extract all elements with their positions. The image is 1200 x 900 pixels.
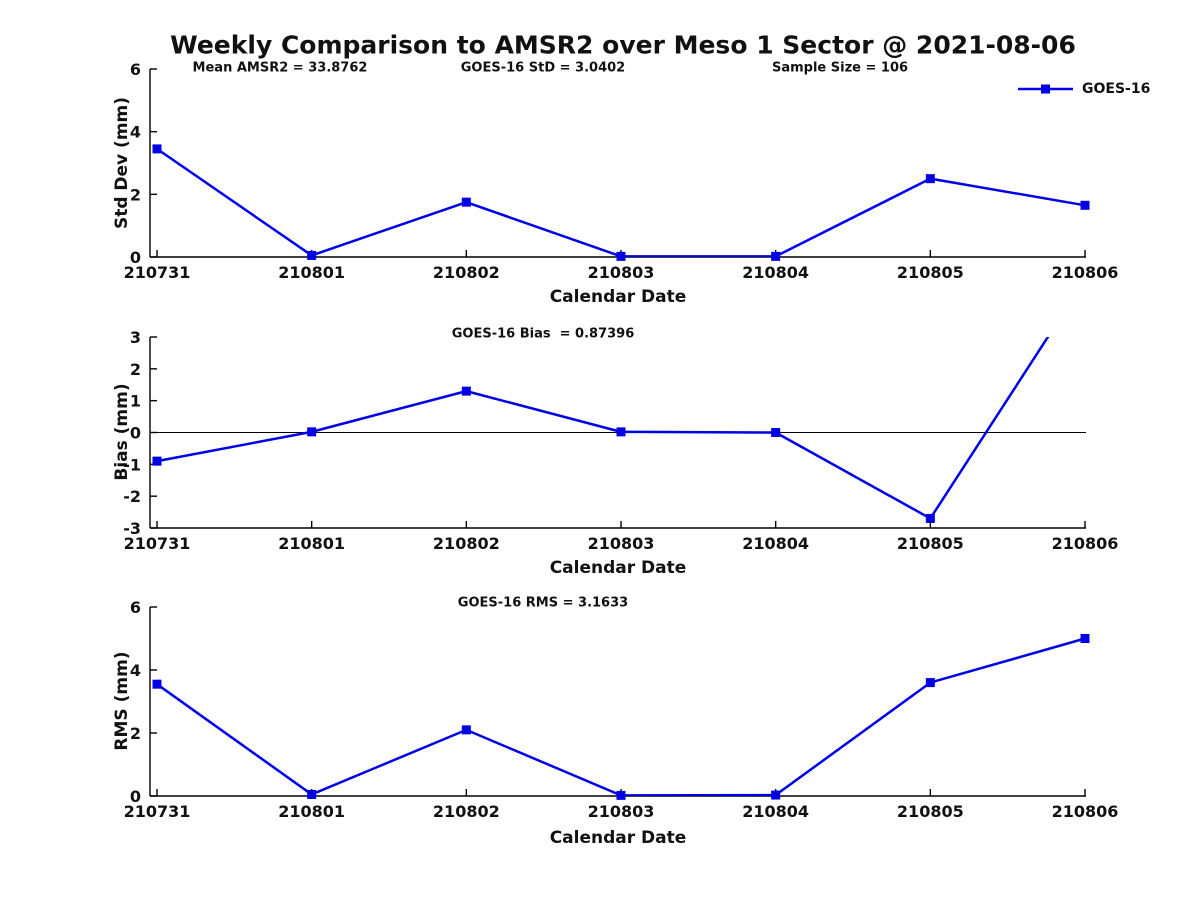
y-tick-label: 1 [130,392,141,411]
y-tick-label: 0 [130,248,141,267]
y-tick-label: 6 [130,60,141,79]
x-tick-label: 210804 [742,263,809,282]
x-tick-label: 210731 [124,802,191,821]
x-tick-label: 210803 [588,802,655,821]
x-tick-label: 210804 [742,802,809,821]
y-tick-label: -1 [123,455,141,474]
data-point-marker [771,790,781,800]
x-tick-label: 210801 [278,534,345,553]
data-point-marker [461,386,471,396]
y-tick-label: 2 [130,724,141,743]
data-point-marker [152,679,162,689]
annotation-sample-size: Sample Size = 106 [771,60,909,76]
x-tick-label: 210802 [433,263,500,282]
y-tick-label: 0 [130,424,141,443]
data-point-marker [771,251,781,261]
xlabel-calendar-date-1: Calendar Date [549,287,687,307]
y-tick-label: 0 [130,787,141,806]
goes-16-stddev-line [156,147,1086,257]
subplot-bias-title: GOES-16 Bias = 0.87396 [451,326,635,342]
x-tick-label: 210802 [433,534,500,553]
legend-goes16-label: GOES-16 [1082,81,1151,97]
data-point-marker [1080,200,1090,210]
x-tick-label: 210731 [124,534,191,553]
x-tick-label: 210806 [1052,534,1119,553]
y-tick-label: 6 [130,598,141,617]
ylabel-std-dev: Std Dev (mm) [112,96,132,230]
data-point-marker [152,456,162,466]
x-tick-label: 210805 [897,534,964,553]
ylabel-bias: Bias (mm) [112,383,132,481]
x-tick-label: 210803 [588,263,655,282]
data-point-marker [307,789,317,799]
x-tick-label: 210802 [433,802,500,821]
subplot-rms: 0 2 4 6 210731 210801 210802 210803 210804 210805… [124,598,1119,821]
y-tick-label: 3 [130,328,141,347]
ylabel-rms: RMS (mm) [112,651,132,751]
subplot-stddev: 0 2 4 6 210731 210801 210802 210803 210804 210805… [124,60,1119,282]
x-tick-label: 210806 [1052,263,1119,282]
data-point-marker [461,197,471,207]
goes-16-bias-line [156,337,1050,520]
x-tick-label: 210804 [742,534,809,553]
xlabel-calendar-date-2: Calendar Date [549,558,687,578]
y-tick-label: 2 [130,185,141,204]
subplot-bias: -3 -2 -1 0 1 2 3 210731 210801 210802 210803 210804… [123,328,1119,553]
x-tick-label: 210801 [278,802,345,821]
legend-marker-icon [1041,84,1050,94]
y-tick-label: -2 [123,487,141,506]
data-point-marker [925,174,935,184]
annotation-goes16-std: GOES-16 StD = 3.0402 [460,60,626,76]
data-point-marker [1080,634,1090,643]
x-tick-label: 210805 [897,263,964,282]
y-tick-label: 2 [130,360,141,379]
subplot-rms-title: GOES-16 RMS = 3.1633 [457,595,629,611]
x-tick-label: 210805 [897,802,964,821]
x-tick-label: 210803 [588,534,655,553]
data-point-marker [307,250,317,260]
data-point-marker [925,513,935,523]
xlabel-calendar-date-3: Calendar Date [549,828,687,848]
y-tick-label: 4 [130,123,141,142]
figure-title: Weekly Comparison to AMSR2 over Meso 1 S… [170,30,1076,60]
data-point-marker [461,725,471,735]
annotation-mean-amsr2: Mean AMSR2 = 33.8762 [192,60,368,76]
goes-16-rms-line [156,637,1086,796]
x-tick-label: 210806 [1052,802,1119,821]
y-tick-label: -3 [123,519,141,538]
data-point-marker [771,428,781,437]
data-point-marker [307,427,317,437]
x-tick-label: 210801 [278,263,345,282]
data-point-marker [616,427,626,437]
x-tick-label: 210731 [124,263,191,282]
y-tick-label: 4 [130,661,141,680]
data-point-marker [925,678,935,688]
legend [1018,84,1073,94]
data-point-marker [616,251,626,261]
data-point-marker [152,144,162,154]
data-point-marker [616,790,626,800]
